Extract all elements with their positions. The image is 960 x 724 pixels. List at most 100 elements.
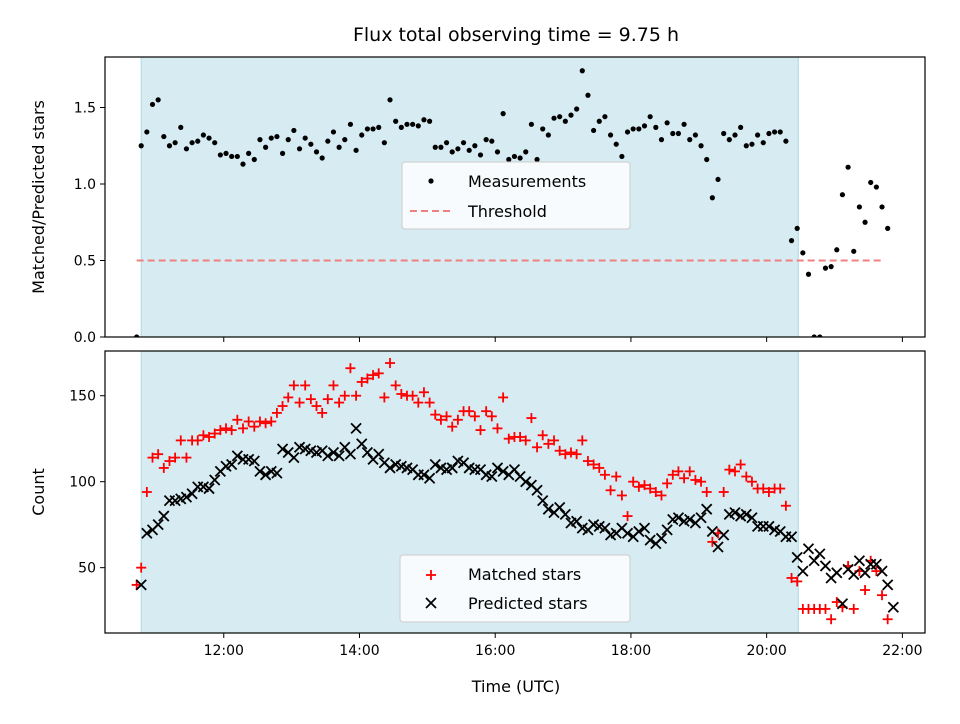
measurement-point [438, 144, 444, 150]
predicted-star-point [633, 525, 645, 538]
measurement-point [330, 129, 337, 135]
measurement-point [607, 132, 614, 138]
matched-star-point [786, 572, 797, 583]
measurement-point [624, 129, 631, 135]
measurement-point [749, 141, 755, 147]
predicted-star-point [180, 491, 193, 503]
matched-star-point [385, 358, 396, 369]
measurement-point [427, 118, 433, 124]
matched-star-point [368, 370, 379, 381]
measurement-point [766, 130, 772, 137]
measurement-point [415, 123, 421, 129]
measurement-point [760, 140, 766, 146]
measurement-point [523, 149, 529, 155]
matched-star-point [158, 462, 169, 473]
measurement-point [364, 126, 370, 132]
matched-star-point [701, 487, 712, 497]
legend-top: Measurements Threshold [401, 161, 631, 230]
predicted-star-point [322, 450, 334, 462]
predicted-star-point [259, 469, 272, 481]
measurement-point [738, 124, 744, 130]
predicted-star-point [152, 519, 164, 531]
measurement-point [709, 195, 715, 201]
matched-star-point [373, 368, 384, 379]
matched-star-point [582, 456, 593, 467]
matched-star-point [339, 390, 350, 401]
matched-star-point [520, 435, 531, 446]
matched-star-point [679, 473, 690, 484]
predicted-star-point [327, 446, 340, 459]
predicted-star-point [819, 560, 832, 572]
predicted-star-point [729, 506, 741, 519]
predicted-star-point [333, 450, 345, 462]
matched-star-point [356, 376, 367, 387]
measurement-point [178, 124, 184, 130]
measurement-point [359, 132, 365, 138]
predicted-star-point [718, 529, 730, 541]
measurement-point [839, 192, 846, 198]
matched-star-point [271, 407, 282, 418]
measurement-point [466, 147, 472, 153]
predicted-star-point [344, 448, 357, 460]
measurement-point [155, 97, 161, 103]
measurement-point [630, 126, 636, 132]
predicted-star-point [814, 548, 826, 560]
measurement-point [336, 144, 342, 150]
measurement-point [455, 146, 461, 152]
measurement-point [704, 156, 710, 163]
measurement-point [398, 124, 404, 130]
predicted-star-point [621, 527, 634, 539]
measurement-point [568, 112, 574, 118]
measurement-point [834, 247, 840, 253]
measurement-point [800, 250, 806, 256]
measurement-point [726, 137, 732, 143]
x-tick-label: 16:00 [475, 643, 515, 659]
measurement-point [517, 155, 523, 161]
matched-star-point [486, 411, 497, 422]
predicted-star-point [701, 503, 713, 515]
measurement-point [234, 153, 240, 160]
matched-star-point [554, 445, 565, 456]
predicted-star-point [135, 579, 147, 591]
measurement-point [664, 120, 670, 126]
matched-star-point [758, 483, 769, 494]
y-tick-label: 100 [69, 475, 96, 491]
legend-label: Measurements [468, 172, 586, 191]
predicted-star-point [672, 512, 685, 524]
measurement-point [472, 143, 478, 149]
matched-star-point [413, 397, 424, 408]
matched-star-point [826, 614, 837, 625]
predicted-star-point [231, 450, 243, 462]
matched-star-point [871, 566, 882, 577]
measurement-point [788, 238, 795, 244]
predicted-star-point [158, 510, 170, 522]
measurement-point [862, 219, 868, 225]
matched-star-point [763, 487, 774, 497]
matched-star-point [645, 483, 656, 494]
matched-star-point [628, 476, 639, 487]
measurement-point [562, 118, 568, 124]
matched-star-point [532, 442, 543, 453]
measurement-point [777, 129, 783, 135]
matched-star-point [418, 387, 429, 398]
matched-star-point [288, 380, 299, 391]
predicted-star-point [203, 482, 215, 495]
measurement-point [687, 137, 693, 143]
predicted-star-point [712, 541, 724, 553]
predicted-star-point [429, 458, 441, 471]
measurement-point [183, 146, 190, 152]
legend-frame [401, 161, 631, 230]
x-tick-label: 12:00 [204, 643, 244, 659]
predicted-star-point [423, 472, 436, 484]
measurement-point [370, 126, 376, 132]
predicted-star-point [497, 465, 509, 478]
predicted-star-point [356, 438, 368, 450]
measurement-point [217, 152, 223, 158]
matched-star-point [549, 435, 560, 446]
measurement-point [805, 271, 812, 277]
matched-star-point [877, 590, 888, 601]
measurement-point [353, 147, 359, 153]
matched-star-point [136, 562, 147, 573]
predicted-star-point [209, 474, 221, 486]
measurement-point [134, 334, 140, 337]
